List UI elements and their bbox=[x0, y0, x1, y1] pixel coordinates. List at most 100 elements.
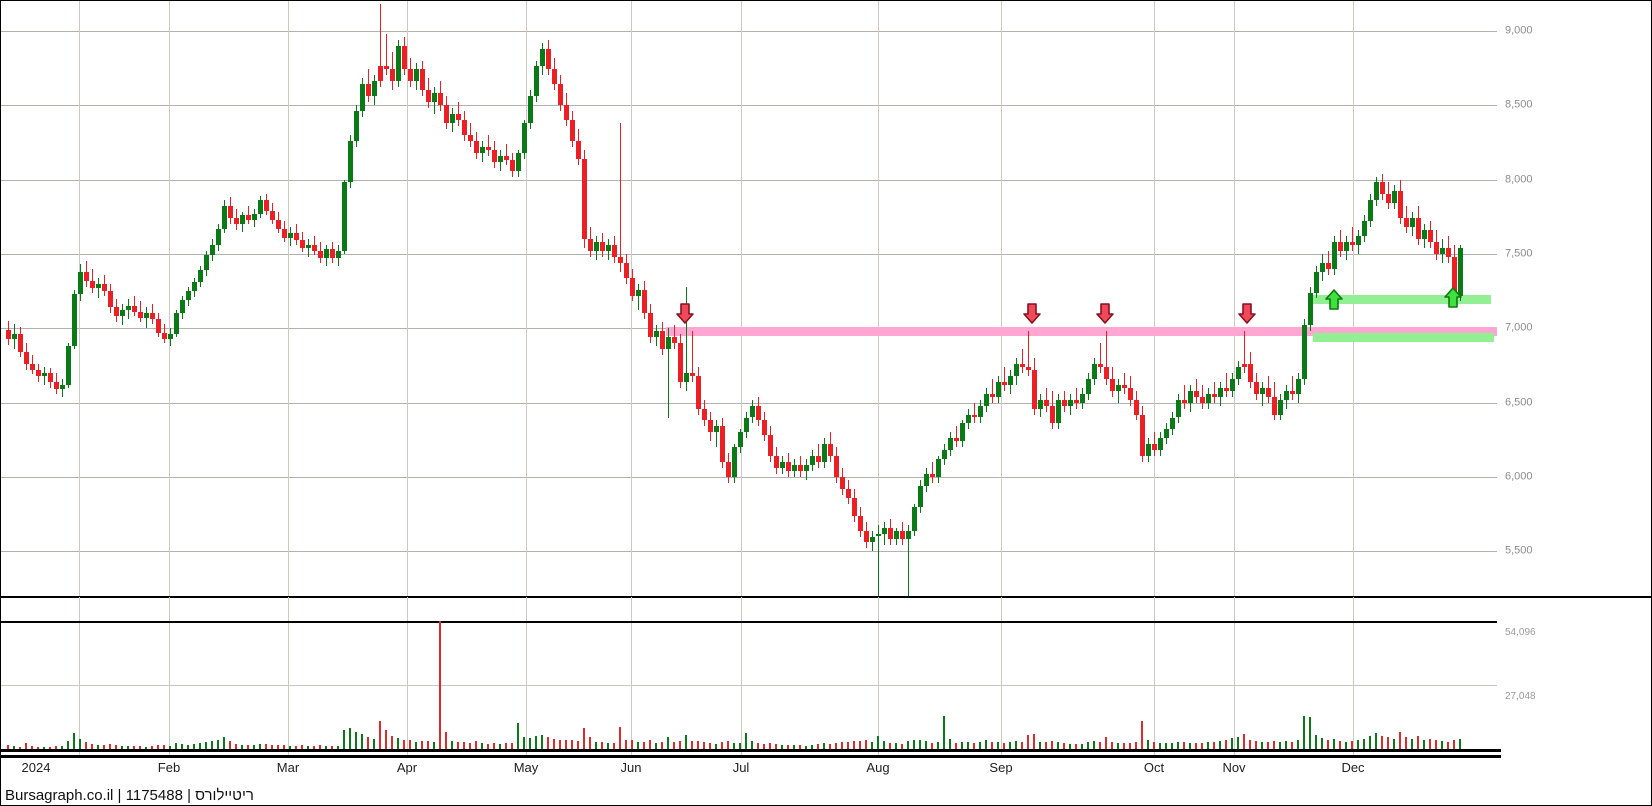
candle-body bbox=[210, 244, 215, 256]
candle-body bbox=[294, 233, 299, 241]
candle-body bbox=[72, 294, 77, 347]
candle-body bbox=[1026, 366, 1031, 370]
volume-bar bbox=[1063, 743, 1065, 749]
candle-body bbox=[1374, 182, 1379, 201]
candle-body bbox=[264, 200, 269, 211]
candle-body bbox=[480, 146, 485, 153]
volume-bar bbox=[583, 727, 585, 749]
volume-bar bbox=[343, 730, 345, 749]
volume-bar bbox=[31, 746, 33, 749]
candle-body bbox=[1440, 247, 1445, 254]
volume-bar bbox=[535, 736, 537, 749]
volume-bar bbox=[1261, 741, 1263, 749]
candle-body bbox=[384, 66, 389, 70]
volume-bar bbox=[553, 738, 555, 749]
candle-body bbox=[966, 414, 971, 424]
volume-top-rule bbox=[1, 621, 1497, 623]
volume-bar bbox=[379, 720, 381, 749]
candle-body bbox=[84, 271, 89, 281]
x-axis-tick-label: Sep bbox=[989, 760, 1013, 775]
buy-signal-arrow-icon bbox=[1323, 287, 1345, 313]
volume-bar bbox=[961, 741, 963, 749]
time-gridline bbox=[1154, 1, 1155, 596]
volume-bar bbox=[211, 740, 213, 749]
candle-body bbox=[360, 84, 365, 112]
price-plot-area[interactable] bbox=[1, 1, 1651, 596]
candle-body bbox=[690, 372, 695, 376]
candle-body bbox=[1092, 363, 1097, 379]
volume-bar bbox=[715, 743, 717, 749]
volume-bar bbox=[373, 739, 375, 749]
volume-bar bbox=[673, 741, 675, 749]
volume-bar bbox=[181, 744, 183, 749]
candle-body bbox=[1410, 218, 1415, 228]
candle-body bbox=[804, 465, 809, 472]
time-gridline bbox=[1234, 597, 1235, 755]
volume-bar bbox=[73, 732, 75, 749]
candle-body bbox=[1260, 387, 1265, 394]
volume-bar bbox=[415, 741, 417, 749]
volume-bar bbox=[1099, 741, 1101, 749]
volume-bar bbox=[1399, 732, 1401, 749]
candle-body bbox=[678, 343, 683, 382]
x-axis: 2024 Feb Mar Apr May Jun Jul Aug Sep Oct Nov Dec bbox=[1, 755, 1651, 805]
candle-body bbox=[372, 81, 377, 97]
candle-body bbox=[1326, 262, 1331, 269]
candle-wick bbox=[884, 521, 885, 546]
time-gridline bbox=[169, 597, 170, 755]
candle-body bbox=[1368, 200, 1373, 222]
x-axis-tick-label: Feb bbox=[157, 760, 181, 775]
volume-bar bbox=[835, 742, 837, 749]
candle-wick bbox=[932, 462, 933, 483]
candle-wick bbox=[1004, 366, 1005, 391]
volume-bar bbox=[493, 742, 495, 749]
volume-bar bbox=[1297, 740, 1299, 749]
candle-body bbox=[348, 140, 353, 183]
volume-bar bbox=[913, 740, 915, 749]
volume-bar bbox=[691, 741, 693, 749]
volume-plot-area[interactable] bbox=[1, 597, 1651, 755]
support-line bbox=[1309, 295, 1491, 304]
time-gridline bbox=[407, 1, 408, 596]
price-axis-label: 5,500 bbox=[1505, 544, 1533, 557]
candle-body bbox=[1356, 236, 1361, 245]
candle-body bbox=[516, 152, 521, 171]
price-axis-label: 8,500 bbox=[1505, 98, 1533, 111]
volume-bar bbox=[505, 743, 507, 749]
volume-bar bbox=[577, 740, 579, 749]
candle-body bbox=[936, 459, 941, 477]
volume-bar bbox=[811, 744, 813, 749]
candle-body bbox=[822, 444, 827, 463]
candle-body bbox=[960, 423, 965, 442]
candle-body bbox=[414, 69, 419, 82]
volume-bar bbox=[481, 743, 483, 749]
candle-body bbox=[246, 215, 251, 220]
candle-body bbox=[1302, 325, 1307, 379]
volume-bar bbox=[601, 742, 603, 749]
volume-bar bbox=[367, 737, 369, 749]
volume-panel[interactable]: 27,048 54,096 bbox=[1, 597, 1651, 755]
candle-body bbox=[900, 530, 905, 540]
volume-bar bbox=[127, 746, 129, 749]
volume-bar bbox=[199, 742, 201, 749]
candle-wick bbox=[992, 378, 993, 403]
volume-bar bbox=[1447, 741, 1449, 749]
volume-bar bbox=[85, 742, 87, 749]
candle-body bbox=[1458, 247, 1463, 296]
volume-bar bbox=[1081, 743, 1083, 749]
candle-body bbox=[456, 114, 461, 120]
candle-body bbox=[1206, 393, 1211, 403]
candle-wick bbox=[674, 325, 675, 350]
candle-body bbox=[768, 435, 773, 457]
volume-bar bbox=[7, 744, 9, 749]
volume-bar bbox=[1009, 742, 1011, 749]
volume-bar bbox=[1135, 741, 1137, 749]
candle-body bbox=[1338, 241, 1343, 251]
volume-bar bbox=[457, 742, 459, 749]
candle-body bbox=[492, 149, 497, 162]
price-panel[interactable]: 5,500 6,000 6,500 7,000 7,500 8,000 8,500 9,000 bbox=[1, 1, 1651, 596]
candle-body bbox=[564, 105, 569, 120]
candle-body bbox=[1230, 378, 1235, 391]
volume-bar bbox=[1249, 739, 1251, 749]
